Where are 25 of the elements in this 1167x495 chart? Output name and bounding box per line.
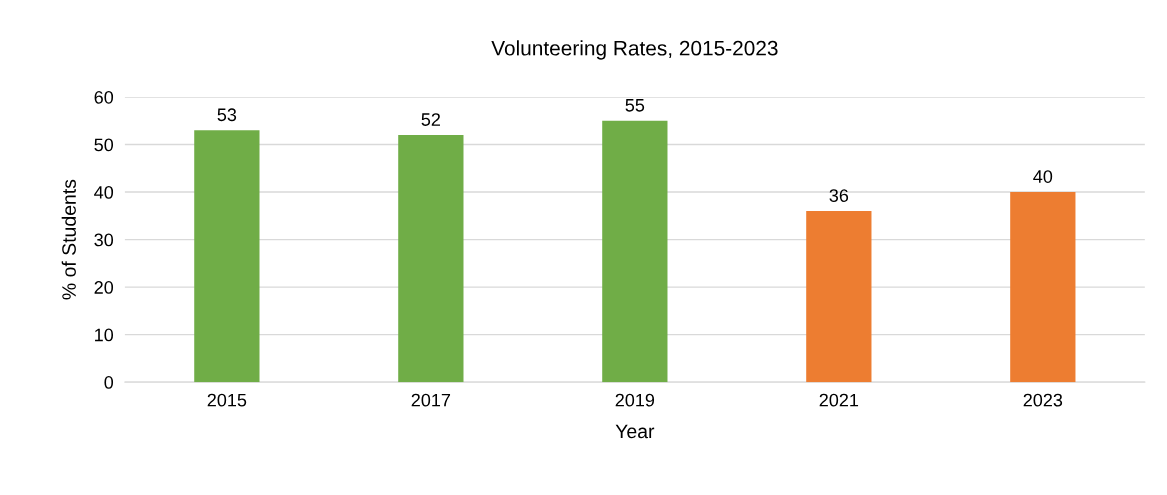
bar [1010,192,1076,383]
x-tick-label: 2021 [819,393,859,407]
y-tick-label: 20 [94,281,114,294]
x-tick-label: 2017 [411,393,451,407]
bar [806,211,872,383]
y-tick-label: 0 [104,376,114,389]
data-label: 55 [625,99,645,112]
data-label: 40 [1033,170,1053,183]
data-label: 53 [217,108,237,122]
x-tick-label: 2019 [615,393,655,407]
data-label: 36 [829,189,849,202]
data-label: 52 [421,113,440,126]
bar [602,120,668,383]
y-tick-label: 60 [94,90,114,104]
y-tick-label: 50 [94,138,114,152]
x-axis-title: Year [615,424,655,439]
x-tick-label: 2023 [1023,393,1063,407]
bar [194,130,260,383]
bar [398,135,464,383]
y-tick-label: 10 [95,328,114,342]
y-tick-label: 30 [94,233,114,247]
y-tick-label: 40 [94,185,114,199]
chart-title: Volunteering Rates, 2015-2023 [491,40,778,60]
x-tick-label: 2015 [207,393,247,407]
y-axis-title: % of Students [61,179,76,300]
